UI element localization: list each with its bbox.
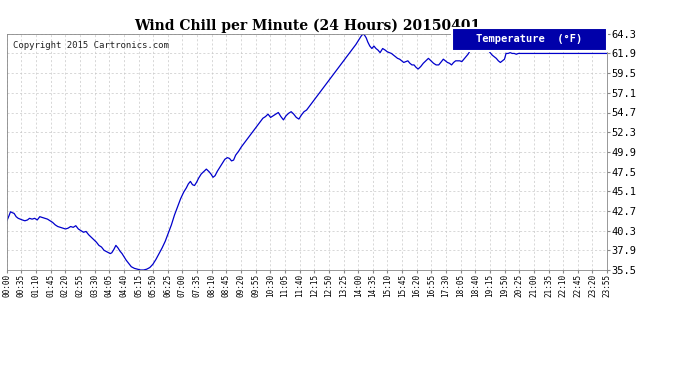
Title: Wind Chill per Minute (24 Hours) 20150401: Wind Chill per Minute (24 Hours) 2015040… bbox=[134, 18, 480, 33]
Text: Copyright 2015 Cartronics.com: Copyright 2015 Cartronics.com bbox=[13, 41, 169, 50]
Text: Temperature  (°F): Temperature (°F) bbox=[477, 34, 582, 44]
